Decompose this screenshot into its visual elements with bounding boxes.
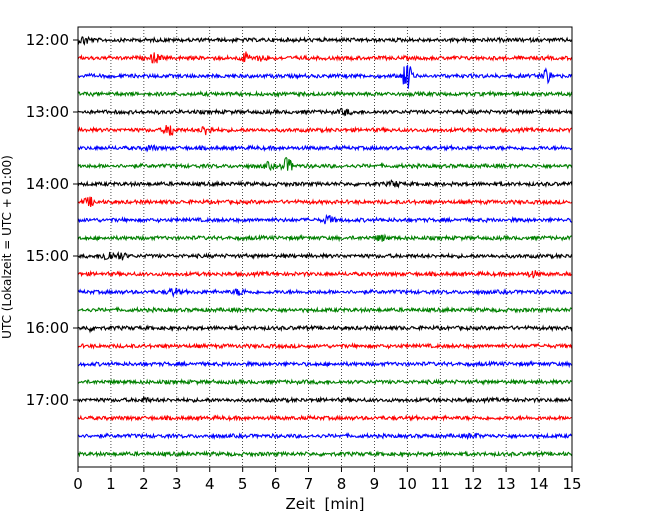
y-tick-label: 14:00 xyxy=(26,175,69,193)
seismic-trace xyxy=(77,64,573,89)
x-tick-label: 0 xyxy=(73,475,83,493)
seismic-trace xyxy=(77,124,573,136)
seismic-trace xyxy=(77,179,573,189)
seismic-trace xyxy=(77,107,573,117)
x-tick-label: 5 xyxy=(238,475,248,493)
y-axis-ticks: 12:00 13:00 14:00 15:00 16:00 17:00 xyxy=(26,31,78,409)
seismic-trace xyxy=(77,324,573,334)
x-tick-label: 6 xyxy=(271,475,281,493)
seismic-trace xyxy=(77,342,573,351)
y-axis-label: UTC (Lokalzeit = UTC + 01:00) xyxy=(0,155,14,339)
plot-frame xyxy=(77,26,573,468)
seismic-trace xyxy=(77,213,573,225)
seismic-trace xyxy=(77,359,573,369)
x-axis-label: Zeit [min] xyxy=(285,495,364,513)
y-tick-label: 12:00 xyxy=(26,31,69,49)
seismic-trace xyxy=(77,156,573,172)
grid-lines xyxy=(110,27,540,467)
x-tick-label: 13 xyxy=(497,475,516,493)
seismic-trace xyxy=(77,269,573,279)
seismic-trace xyxy=(77,35,573,46)
x-tick-label: 14 xyxy=(530,475,549,493)
x-tick-label: 3 xyxy=(172,475,182,493)
x-tick-label: 12 xyxy=(464,475,483,493)
seismic-trace xyxy=(77,413,573,422)
x-tick-label: 15 xyxy=(562,475,581,493)
x-tick-label: 10 xyxy=(398,475,417,493)
y-tick-label: 17:00 xyxy=(26,391,69,409)
trace-lines xyxy=(77,35,573,459)
seismic-trace xyxy=(77,287,573,299)
x-axis-ticks: 0 1 2 3 4 5 6 7 8 9 10 11 12 13 14 15 xyxy=(73,467,582,493)
seismic-trace xyxy=(77,51,573,64)
x-tick-label: 4 xyxy=(205,475,215,493)
seismic-trace xyxy=(77,395,573,405)
x-tick-label: 7 xyxy=(304,475,314,493)
x-tick-label: 1 xyxy=(106,475,116,493)
seismic-trace xyxy=(77,431,573,441)
y-tick-label: 13:00 xyxy=(26,103,69,121)
seismic-trace xyxy=(77,233,573,243)
x-tick-label: 9 xyxy=(370,475,380,493)
x-tick-label: 2 xyxy=(139,475,149,493)
y-tick-label: 15:00 xyxy=(26,247,69,265)
seismic-trace xyxy=(77,250,573,261)
seismic-trace xyxy=(77,377,573,386)
x-tick-label: 11 xyxy=(431,475,450,493)
seismic-trace xyxy=(77,305,573,314)
x-tick-label: 8 xyxy=(337,475,347,493)
seismic-trace xyxy=(77,196,573,208)
seismic-trace xyxy=(77,143,573,153)
seismic-trace xyxy=(77,449,573,459)
y-tick-label: 16:00 xyxy=(26,319,69,337)
seismic-trace xyxy=(77,89,573,98)
